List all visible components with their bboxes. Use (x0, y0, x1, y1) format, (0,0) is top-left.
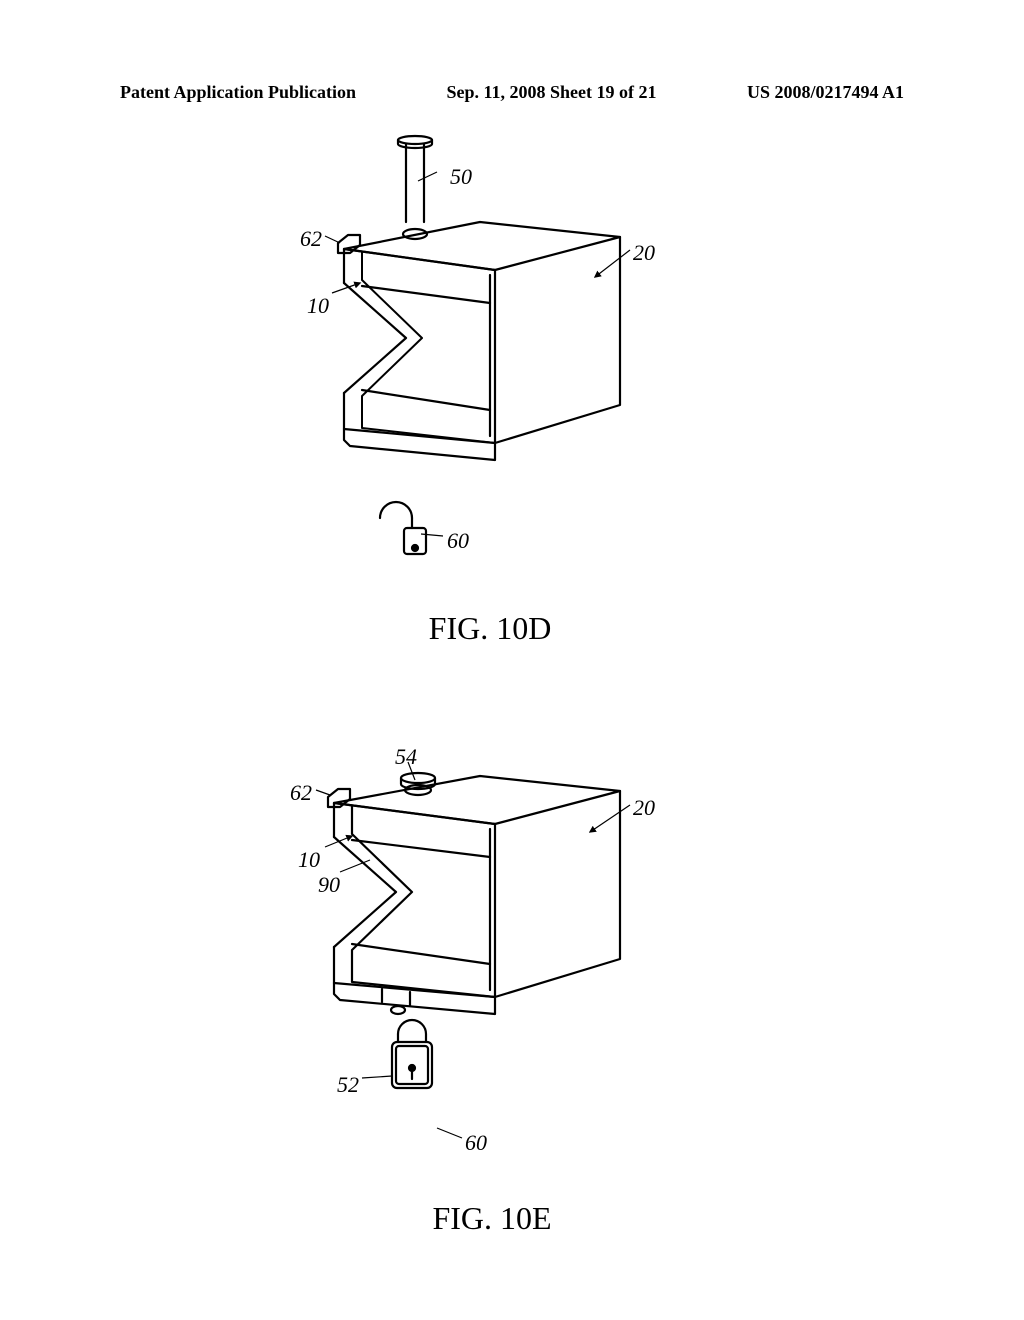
header-right: US 2008/0217494 A1 (747, 82, 904, 103)
ref-10: 10 (298, 847, 320, 873)
fig-10e-label: FIG. 10E (392, 1200, 592, 1237)
fig-10d-label: FIG. 10D (390, 610, 590, 647)
header-center: Sep. 11, 2008 Sheet 19 of 21 (446, 82, 656, 103)
ref-20: 20 (633, 240, 655, 266)
ref-52: 52 (337, 1072, 359, 1098)
ref-60: 60 (447, 528, 469, 554)
ref-54: 54 (395, 744, 417, 770)
header-left: Patent Application Publication (120, 82, 356, 103)
ref-20: 20 (633, 795, 655, 821)
page-header: Patent Application Publication Sep. 11, … (0, 82, 1024, 103)
ref-62: 62 (300, 226, 322, 252)
ref-10: 10 (307, 293, 329, 319)
ref-62: 62 (290, 780, 312, 806)
ref-90: 90 (318, 872, 340, 898)
ref-60: 60 (465, 1130, 487, 1156)
fig-10d-drawing (290, 130, 710, 590)
ref-50: 50 (450, 164, 472, 190)
